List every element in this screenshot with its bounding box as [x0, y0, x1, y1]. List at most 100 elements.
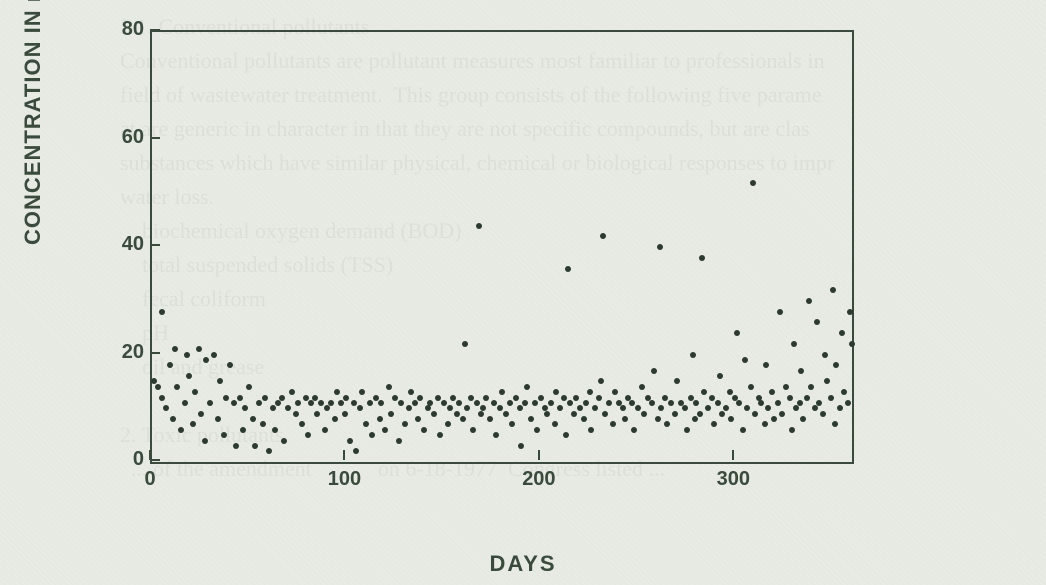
data-point — [548, 400, 554, 406]
data-point — [692, 416, 698, 422]
data-point — [828, 395, 834, 401]
data-point — [789, 427, 795, 433]
data-point — [396, 438, 402, 444]
data-point — [159, 309, 165, 315]
y-tick — [150, 244, 160, 246]
data-point — [839, 330, 845, 336]
data-point — [318, 400, 324, 406]
data-point — [332, 416, 338, 422]
data-point — [202, 438, 208, 444]
data-point — [343, 395, 349, 401]
data-point — [468, 395, 474, 401]
data-point — [427, 400, 433, 406]
data-point — [622, 416, 628, 422]
data-point — [497, 405, 503, 411]
data-point — [178, 427, 184, 433]
data-point — [793, 405, 799, 411]
data-point — [190, 421, 196, 427]
data-point — [412, 400, 418, 406]
data-point — [845, 400, 851, 406]
data-point — [808, 384, 814, 390]
data-point — [159, 395, 165, 401]
data-point — [460, 416, 466, 422]
data-point — [674, 378, 680, 384]
data-point — [728, 416, 734, 422]
data-point — [763, 362, 769, 368]
data-point — [631, 427, 637, 433]
data-point — [363, 421, 369, 427]
data-point — [262, 395, 268, 401]
data-point — [406, 405, 412, 411]
data-point — [351, 400, 357, 406]
data-point — [305, 432, 311, 438]
data-point — [324, 405, 330, 411]
data-point — [295, 400, 301, 406]
data-point — [672, 411, 678, 417]
data-point — [563, 432, 569, 438]
data-point — [787, 395, 793, 401]
data-point — [577, 405, 583, 411]
data-point — [814, 319, 820, 325]
data-point — [347, 438, 353, 444]
data-point — [748, 384, 754, 390]
data-point — [830, 287, 836, 293]
data-point — [281, 438, 287, 444]
data-point — [256, 400, 262, 406]
data-point — [392, 395, 398, 401]
data-point — [198, 411, 204, 417]
data-point — [567, 400, 573, 406]
data-point — [503, 411, 509, 417]
data-point — [606, 400, 612, 406]
data-point — [445, 421, 451, 427]
data-point — [237, 395, 243, 401]
data-point — [583, 400, 589, 406]
y-tick — [150, 137, 160, 139]
data-point — [233, 443, 239, 449]
data-point — [415, 416, 421, 422]
data-point — [464, 405, 470, 411]
data-point — [272, 427, 278, 433]
y-tick — [150, 459, 160, 461]
data-point — [378, 400, 384, 406]
data-point — [629, 400, 635, 406]
data-point — [635, 405, 641, 411]
data-point — [752, 411, 758, 417]
data-point — [425, 405, 431, 411]
data-point — [369, 432, 375, 438]
data-point — [727, 389, 733, 395]
data-point — [435, 395, 441, 401]
data-point — [832, 421, 838, 427]
data-point — [275, 400, 281, 406]
data-point — [824, 378, 830, 384]
x-tick-label: 100 — [324, 468, 364, 491]
data-point — [849, 341, 855, 347]
data-point — [447, 405, 453, 411]
data-point — [314, 411, 320, 417]
data-point — [701, 389, 707, 395]
data-point — [338, 400, 344, 406]
data-point — [641, 411, 647, 417]
x-tick-label: 200 — [519, 468, 559, 491]
data-point — [450, 395, 456, 401]
data-point — [592, 405, 598, 411]
data-point — [487, 416, 493, 422]
data-point — [709, 395, 715, 401]
data-point — [182, 400, 188, 406]
data-point — [478, 411, 484, 417]
data-point — [491, 400, 497, 406]
data-point — [260, 421, 266, 427]
data-point — [408, 389, 414, 395]
data-point — [573, 395, 579, 401]
data-point — [211, 352, 217, 358]
data-point — [493, 432, 499, 438]
data-point — [711, 421, 717, 427]
data-point — [668, 400, 674, 406]
data-point — [649, 400, 655, 406]
data-point — [800, 416, 806, 422]
x-tick-label: 300 — [713, 468, 753, 491]
data-point — [373, 395, 379, 401]
data-point — [762, 421, 768, 427]
data-point — [303, 395, 309, 401]
data-point — [804, 395, 810, 401]
data-point — [620, 405, 626, 411]
